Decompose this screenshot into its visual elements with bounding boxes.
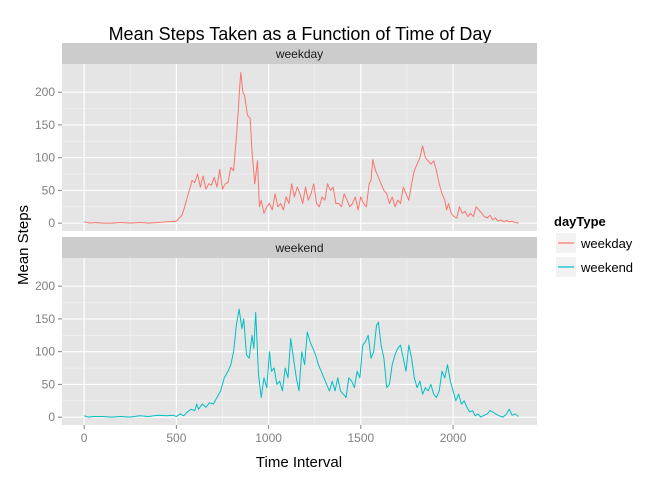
y-tick-label: 200 (35, 85, 55, 99)
chart-title: Mean Steps Taken as a Function of Time o… (109, 24, 492, 44)
strip-label-weekend: weekend (274, 241, 323, 255)
panel-weekend: weekend 0 50 100 150 200 (35, 237, 537, 425)
y-axis-title: Mean Steps (15, 205, 32, 285)
x-axis-title: Time Interval (256, 454, 342, 471)
x-tick-label: 500 (166, 431, 186, 445)
y-tick-label: 150 (35, 312, 55, 326)
x-tick-label: 1000 (255, 431, 282, 445)
series-line-weekday (83, 72, 519, 224)
panel-background (62, 64, 537, 231)
y-tick-label: 0 (48, 410, 55, 424)
x-tick-label: 1500 (347, 431, 374, 445)
x-tick-label: 0 (81, 431, 88, 445)
y-tick-label: 100 (35, 345, 55, 359)
x-tick-label: 2000 (440, 431, 467, 445)
strip-weekend (62, 237, 537, 258)
panel-weekday: weekday 0 50 100 150 200 (35, 43, 537, 231)
y-tick-label: 50 (42, 183, 56, 197)
legend-label-weekend: weekend (580, 260, 633, 275)
series-line-weekend (83, 308, 519, 418)
strip-weekday (62, 43, 537, 64)
legend-label-weekday: weekday (580, 236, 633, 251)
y-tick-label: 100 (35, 151, 55, 165)
y-tick-label: 200 (35, 279, 55, 293)
y-tick-label: 150 (35, 118, 55, 132)
x-axis: 0 500 1000 1500 2000 (81, 425, 467, 445)
legend-title: dayType (554, 214, 606, 229)
panel-background (62, 258, 537, 425)
strip-label-weekday: weekday (275, 47, 323, 61)
panels: weekday 0 50 100 150 200 weekend 0 50 100 150 200 (35, 43, 537, 425)
legend: dayType weekday weekend (554, 214, 633, 277)
y-tick-label: 0 (48, 216, 55, 230)
y-tick-label: 50 (42, 377, 56, 391)
